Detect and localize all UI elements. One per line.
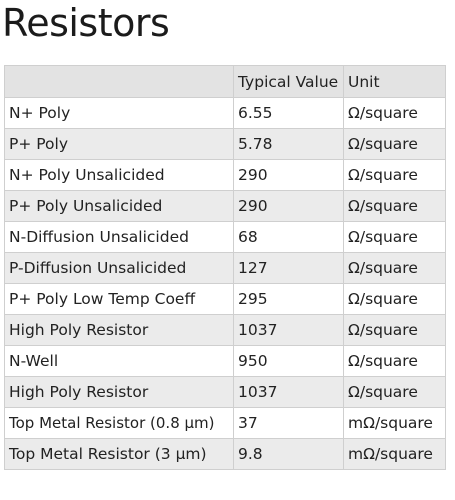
cell-unit: Ω/square bbox=[343, 97, 446, 129]
table-row: P+ Poly Low Temp Coeff 295 Ω/square bbox=[4, 283, 446, 315]
cell-name: Top Metal Resistor (0.8 µm) bbox=[4, 407, 234, 439]
header-name bbox=[4, 65, 234, 98]
table-row: Top Metal Resistor (3 µm) 9.8 mΩ/square bbox=[4, 438, 446, 470]
cell-value: 1037 bbox=[233, 314, 344, 346]
table-row: N+ Poly Unsalicided 290 Ω/square bbox=[4, 159, 446, 191]
table-row: N+ Poly 6.55 Ω/square bbox=[4, 97, 446, 129]
table-row: High Poly Resistor 1037 Ω/square bbox=[4, 314, 446, 346]
cell-unit: Ω/square bbox=[343, 345, 446, 377]
cell-unit: Ω/square bbox=[343, 376, 446, 408]
cell-unit: Ω/square bbox=[343, 252, 446, 284]
cell-name: P-Diffusion Unsalicided bbox=[4, 252, 234, 284]
cell-unit: mΩ/square bbox=[343, 438, 446, 470]
cell-name: P+ Poly Unsalicided bbox=[4, 190, 234, 222]
cell-name: High Poly Resistor bbox=[4, 314, 234, 346]
table-header-row: Typical Value Unit bbox=[4, 65, 446, 98]
cell-name: N+ Poly bbox=[4, 97, 234, 129]
table-row: N-Well 950 Ω/square bbox=[4, 345, 446, 377]
table-row: P-Diffusion Unsalicided 127 Ω/square bbox=[4, 252, 446, 284]
resistor-table: Typical Value Unit N+ Poly 6.55 Ω/square… bbox=[4, 65, 446, 470]
cell-value: 950 bbox=[233, 345, 344, 377]
cell-value: 6.55 bbox=[233, 97, 344, 129]
cell-unit: mΩ/square bbox=[343, 407, 446, 439]
cell-value: 295 bbox=[233, 283, 344, 315]
cell-unit: Ω/square bbox=[343, 314, 446, 346]
table-row: P+ Poly Unsalicided 290 Ω/square bbox=[4, 190, 446, 222]
cell-name: Top Metal Resistor (3 µm) bbox=[4, 438, 234, 470]
header-unit: Unit bbox=[343, 65, 446, 98]
cell-name: N+ Poly Unsalicided bbox=[4, 159, 234, 191]
cell-unit: Ω/square bbox=[343, 221, 446, 253]
cell-name: P+ Poly Low Temp Coeff bbox=[4, 283, 234, 315]
cell-value: 5.78 bbox=[233, 128, 344, 160]
table-row: N-Diffusion Unsalicided 68 Ω/square bbox=[4, 221, 446, 253]
cell-value: 68 bbox=[233, 221, 344, 253]
cell-value: 37 bbox=[233, 407, 344, 439]
table-row: High Poly Resistor 1037 Ω/square bbox=[4, 376, 446, 408]
page-title: Resistors bbox=[2, 1, 170, 45]
cell-name: P+ Poly bbox=[4, 128, 234, 160]
header-typical-value: Typical Value bbox=[233, 65, 344, 98]
cell-unit: Ω/square bbox=[343, 159, 446, 191]
cell-value: 290 bbox=[233, 190, 344, 222]
cell-name: N-Well bbox=[4, 345, 234, 377]
cell-unit: Ω/square bbox=[343, 128, 446, 160]
cell-value: 9.8 bbox=[233, 438, 344, 470]
cell-unit: Ω/square bbox=[343, 190, 446, 222]
cell-value: 290 bbox=[233, 159, 344, 191]
cell-unit: Ω/square bbox=[343, 283, 446, 315]
cell-value: 1037 bbox=[233, 376, 344, 408]
table-row: Top Metal Resistor (0.8 µm) 37 mΩ/square bbox=[4, 407, 446, 439]
cell-name: High Poly Resistor bbox=[4, 376, 234, 408]
cell-name: N-Diffusion Unsalicided bbox=[4, 221, 234, 253]
cell-value: 127 bbox=[233, 252, 344, 284]
table-row: P+ Poly 5.78 Ω/square bbox=[4, 128, 446, 160]
